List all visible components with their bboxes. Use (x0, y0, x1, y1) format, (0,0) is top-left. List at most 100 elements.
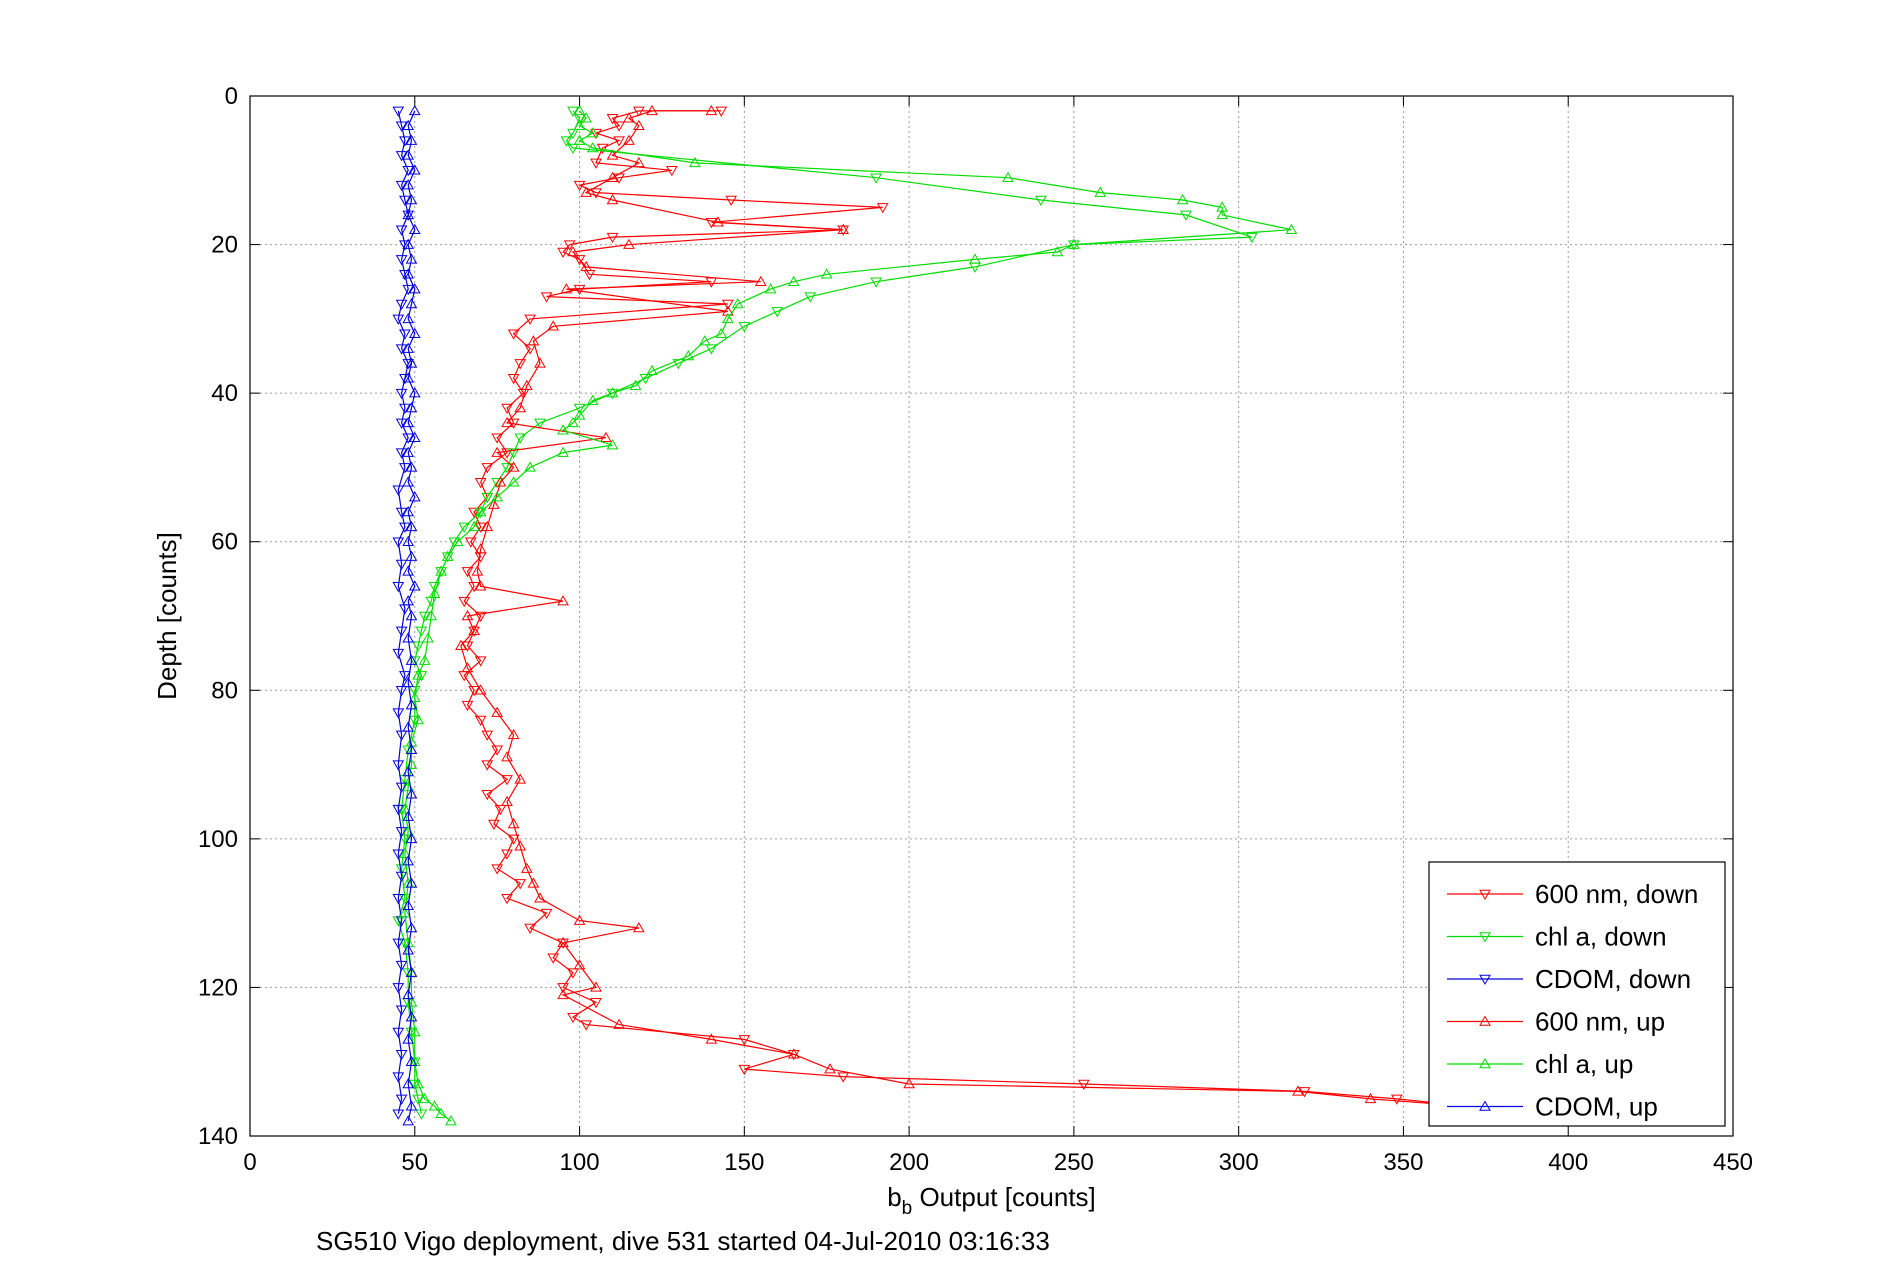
data-point (402, 476, 415, 487)
data-point (405, 520, 418, 532)
data-point (606, 114, 619, 125)
data-point (415, 671, 428, 682)
data-point (731, 297, 744, 309)
series-line (460, 110, 1470, 1107)
data-point (408, 431, 421, 442)
data-point (468, 626, 480, 637)
data-point (474, 522, 487, 533)
data-point (715, 327, 728, 338)
data-point (408, 656, 421, 667)
data-point (392, 648, 405, 660)
x-tick-label: 350 (1383, 1149, 1423, 1176)
data-point (514, 879, 527, 890)
data-point (491, 491, 504, 502)
series-line (404, 110, 1292, 1122)
data-point (468, 520, 480, 532)
data-point (392, 314, 405, 325)
data-point (524, 314, 536, 325)
series-line (407, 110, 416, 1122)
series-5 (402, 104, 421, 1126)
data-point (606, 149, 619, 160)
data-point (665, 166, 678, 177)
data-point (392, 804, 405, 816)
data-point (408, 283, 421, 294)
data-point (405, 253, 418, 264)
data-point (804, 292, 817, 303)
data-point (402, 179, 415, 190)
data-point (392, 1109, 405, 1120)
data-point (425, 609, 438, 621)
data-point (395, 1005, 408, 1016)
data-point (586, 394, 599, 405)
data-point (969, 253, 981, 264)
data-point (405, 877, 418, 888)
y-tick-label: 40 (211, 380, 238, 407)
data-point (402, 208, 415, 220)
legend-swatch-marker (1479, 974, 1491, 986)
data-point (399, 270, 411, 281)
data-point (405, 1100, 418, 1111)
x-tick-label: 400 (1548, 1149, 1588, 1176)
data-point (567, 416, 579, 428)
data-point (586, 127, 599, 138)
data-point (408, 1025, 421, 1037)
data-point (408, 223, 421, 234)
x-tick-label: 300 (1219, 1149, 1259, 1176)
data-point (514, 401, 527, 413)
data-point (573, 255, 586, 266)
data-point (567, 106, 579, 117)
data-point (399, 803, 411, 814)
data-point (613, 121, 625, 132)
data-point (567, 968, 579, 979)
data-point (573, 104, 586, 116)
data-point (395, 1094, 408, 1105)
data-point (580, 260, 593, 272)
data-point (501, 463, 513, 474)
data-point (623, 238, 635, 249)
legend-entry-label: chl a, up (1535, 1049, 1633, 1079)
data-point (573, 134, 586, 145)
data-point (787, 1048, 800, 1059)
data-point (395, 180, 408, 192)
data-point (820, 268, 833, 279)
data-point (1245, 232, 1258, 244)
data-point (402, 119, 415, 130)
data-point (481, 463, 494, 474)
data-point (494, 476, 507, 487)
data-point (402, 342, 415, 353)
data-point (540, 908, 553, 920)
data-point (471, 565, 484, 576)
data-point (606, 387, 619, 398)
data-point (705, 344, 718, 355)
plot-frame (249, 95, 1734, 1137)
x-axis-label-subscript: b (902, 1198, 913, 1219)
data-point (392, 1027, 405, 1039)
data-point (481, 730, 494, 741)
legend: 600 nm, down chl a, down CDOM, down 600 nm,… (1428, 861, 1726, 1127)
data-point (399, 907, 411, 918)
data-point (754, 275, 767, 286)
data-point (405, 357, 418, 368)
data-point (395, 782, 408, 793)
data-point (705, 1033, 718, 1044)
data-point (698, 335, 711, 346)
data-point (738, 1064, 751, 1076)
data-point (623, 134, 635, 145)
data-point (534, 418, 546, 429)
legend-entry-label: 600 nm, up (1535, 1007, 1665, 1037)
data-point (590, 128, 602, 140)
data-point (1390, 1094, 1403, 1105)
data-point (402, 968, 415, 979)
data-point (488, 819, 500, 831)
data-point (590, 981, 602, 992)
data-point (392, 106, 405, 117)
data-point (606, 193, 619, 205)
data-point (461, 567, 474, 578)
data-point (1068, 238, 1080, 249)
data-point (507, 448, 520, 459)
data-point (474, 543, 487, 554)
data-point (408, 580, 421, 591)
data-point (399, 195, 411, 207)
data-point (491, 745, 504, 756)
